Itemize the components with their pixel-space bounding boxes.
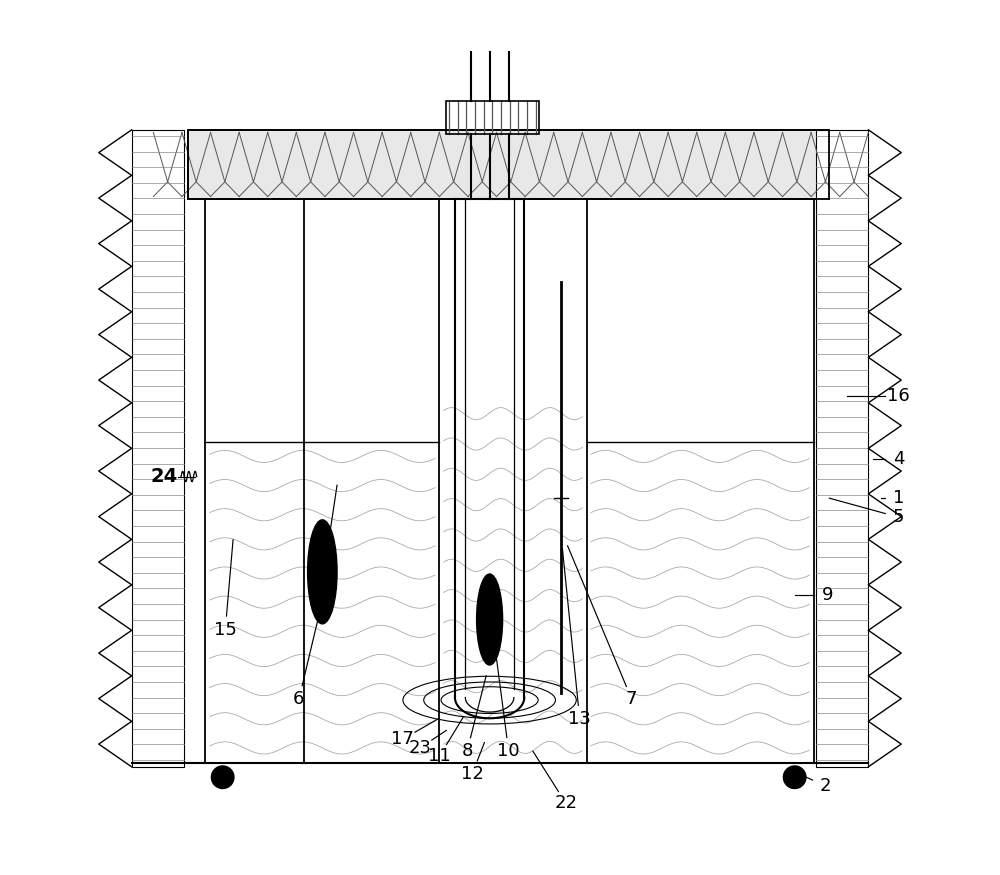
Text: 1: 1 bbox=[893, 489, 904, 508]
Text: 2: 2 bbox=[819, 777, 831, 794]
Bar bbox=[587, 200, 814, 762]
Text: 11: 11 bbox=[428, 747, 451, 766]
Text: 24: 24 bbox=[150, 467, 177, 486]
Text: 10: 10 bbox=[497, 742, 520, 760]
Bar bbox=[132, 130, 184, 766]
Text: 14: 14 bbox=[308, 592, 331, 609]
Text: 13: 13 bbox=[568, 710, 591, 728]
Circle shape bbox=[211, 766, 234, 788]
Text: 16: 16 bbox=[887, 387, 910, 405]
Text: 5: 5 bbox=[893, 508, 904, 526]
Bar bbox=[205, 200, 439, 762]
Bar bbox=[188, 130, 829, 200]
Text: 4: 4 bbox=[893, 450, 904, 468]
Text: 17: 17 bbox=[391, 730, 414, 748]
Text: 15: 15 bbox=[214, 621, 237, 639]
Text: 12: 12 bbox=[461, 765, 484, 783]
Circle shape bbox=[783, 766, 806, 788]
Text: 6: 6 bbox=[293, 690, 305, 708]
Text: 23: 23 bbox=[409, 738, 432, 757]
Ellipse shape bbox=[477, 574, 503, 665]
Bar bbox=[816, 130, 868, 766]
Text: 9: 9 bbox=[822, 586, 833, 605]
Text: 8: 8 bbox=[461, 742, 473, 760]
Ellipse shape bbox=[308, 520, 337, 624]
Text: 7: 7 bbox=[626, 690, 637, 708]
Text: 22: 22 bbox=[554, 794, 577, 812]
Bar bbox=[446, 102, 539, 134]
